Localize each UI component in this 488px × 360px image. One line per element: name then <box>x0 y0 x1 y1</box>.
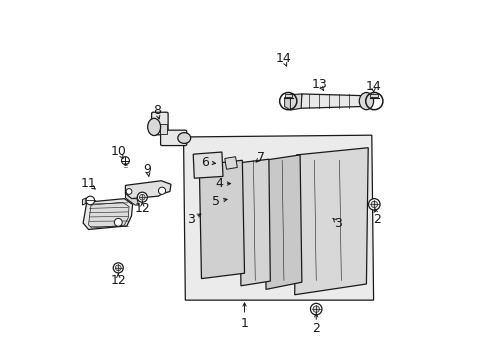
Bar <box>284 94 291 97</box>
Polygon shape <box>160 125 166 134</box>
Circle shape <box>158 187 165 194</box>
Polygon shape <box>294 148 367 295</box>
Polygon shape <box>224 157 237 169</box>
Text: 2: 2 <box>312 322 320 335</box>
Text: 11: 11 <box>81 177 96 190</box>
Text: 7: 7 <box>256 151 264 164</box>
Circle shape <box>113 263 123 273</box>
Circle shape <box>139 194 145 200</box>
Circle shape <box>114 219 122 226</box>
Ellipse shape <box>147 118 160 135</box>
Ellipse shape <box>178 133 190 143</box>
Text: 12: 12 <box>110 274 126 287</box>
Polygon shape <box>300 94 365 108</box>
Circle shape <box>121 157 129 165</box>
Polygon shape <box>193 152 223 178</box>
Polygon shape <box>125 194 139 205</box>
Ellipse shape <box>359 93 373 110</box>
Text: 5: 5 <box>211 195 220 208</box>
Text: 4: 4 <box>215 177 223 190</box>
Polygon shape <box>287 94 301 110</box>
Text: 8: 8 <box>152 104 161 117</box>
Text: 3: 3 <box>186 213 194 226</box>
Polygon shape <box>284 95 290 110</box>
Circle shape <box>312 306 319 312</box>
Circle shape <box>126 189 132 194</box>
Text: 3: 3 <box>333 216 341 230</box>
Polygon shape <box>199 160 244 279</box>
Text: 1: 1 <box>240 317 248 330</box>
Text: 14: 14 <box>365 80 381 93</box>
Circle shape <box>310 303 321 315</box>
Text: 10: 10 <box>110 145 126 158</box>
Polygon shape <box>183 135 373 300</box>
Polygon shape <box>88 202 129 228</box>
Circle shape <box>370 201 377 208</box>
Text: 2: 2 <box>372 213 380 226</box>
Circle shape <box>368 199 379 210</box>
Circle shape <box>115 265 121 271</box>
FancyBboxPatch shape <box>160 130 186 145</box>
Bar <box>369 94 377 97</box>
Circle shape <box>137 192 147 202</box>
Polygon shape <box>125 181 171 199</box>
Polygon shape <box>239 159 270 286</box>
Text: 14: 14 <box>275 52 290 65</box>
Text: 9: 9 <box>143 163 151 176</box>
FancyBboxPatch shape <box>151 112 168 135</box>
Polygon shape <box>82 198 86 205</box>
Text: 6: 6 <box>201 156 208 168</box>
Polygon shape <box>264 155 301 289</box>
Text: 13: 13 <box>311 78 327 91</box>
Polygon shape <box>83 199 132 229</box>
Text: 12: 12 <box>134 202 150 215</box>
Circle shape <box>86 196 94 205</box>
